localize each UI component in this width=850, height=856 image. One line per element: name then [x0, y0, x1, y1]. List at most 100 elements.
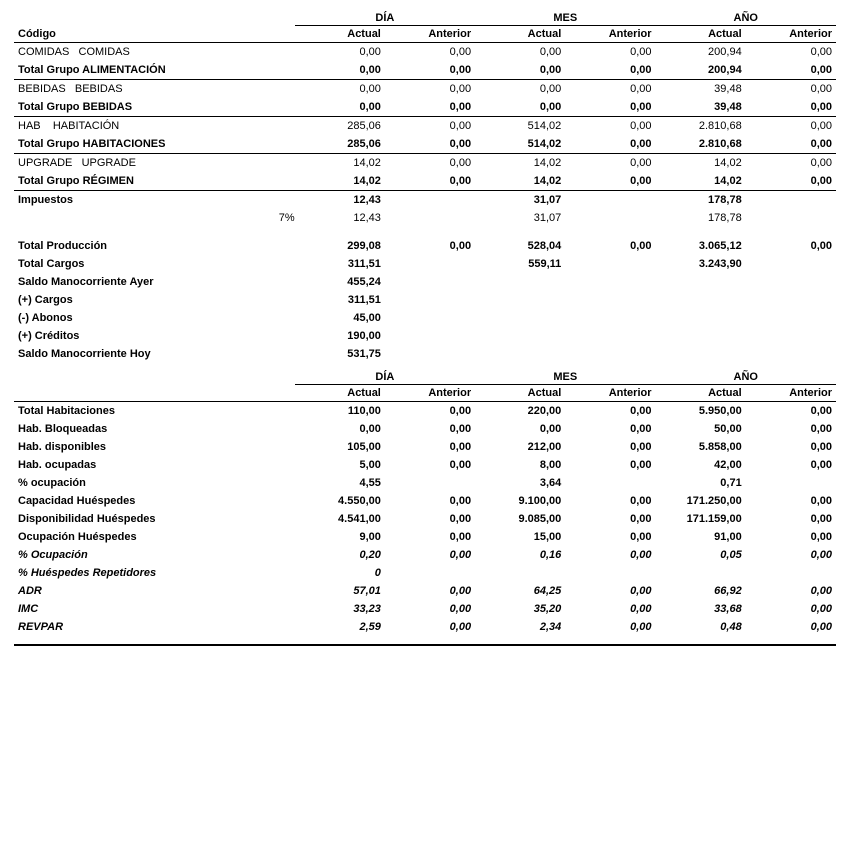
table-row: Total Grupo RÉGIMEN14,020,0014,020,0014,…	[14, 172, 836, 190]
row-label: Total Grupo RÉGIMEN	[14, 172, 295, 190]
header2-dia-anterior: Anterior	[385, 385, 475, 402]
header2-ano-actual: Actual	[656, 385, 746, 402]
table-row: Total Producción299,080,00528,040,003.06…	[14, 237, 836, 255]
row-label: Ocupación Huéspedes	[14, 528, 295, 546]
header2-ano: AÑO	[656, 369, 837, 385]
cell-value: 0,00	[385, 117, 475, 136]
cell-value: 0,00	[746, 172, 836, 190]
row-label: (+) Créditos	[14, 327, 295, 345]
row-label: BEBIDAS BEBIDAS	[14, 80, 295, 99]
table-row: Total Habitaciones110,000,00220,000,005.…	[14, 402, 836, 421]
header2-dia-actual: Actual	[295, 385, 385, 402]
row-label: (-) Abonos	[14, 309, 295, 327]
cell-value	[746, 291, 836, 309]
cell-value: 0,00	[746, 154, 836, 173]
table-row: 7%12,4331,07178,78	[14, 209, 836, 227]
cell-value: 311,51	[295, 291, 385, 309]
cell-value: 285,06	[295, 135, 385, 153]
table-row: Total Cargos311,51559,113.243,90	[14, 255, 836, 273]
cell-value: 14,02	[475, 154, 565, 173]
cell-value: 0,00	[565, 172, 655, 190]
spacer-row	[14, 227, 836, 237]
cell-value	[385, 255, 475, 273]
cell-value	[656, 291, 746, 309]
header2-mes-actual: Actual	[475, 385, 565, 402]
cell-value: 4.541,00	[295, 510, 385, 528]
row-label: COMIDAS COMIDAS	[14, 43, 295, 62]
cell-value: 31,07	[475, 191, 565, 210]
header-ano-actual: Actual	[656, 26, 746, 43]
cell-value: 0,00	[385, 43, 475, 62]
cell-value: 0,00	[746, 528, 836, 546]
cell-value	[475, 291, 565, 309]
cell-value: 220,00	[475, 402, 565, 421]
cell-value: 0,00	[746, 117, 836, 136]
cell-value	[746, 327, 836, 345]
cell-value: 0,00	[385, 456, 475, 474]
cell-value: 3.065,12	[656, 237, 746, 255]
cell-value: 0,00	[746, 135, 836, 153]
cell-value	[656, 273, 746, 291]
header-ano: AÑO	[656, 10, 837, 26]
row-label: Impuestos	[14, 191, 295, 210]
cell-value: 0,00	[565, 528, 655, 546]
table-row: UPGRADE UPGRADE14,020,0014,020,0014,020,…	[14, 154, 836, 173]
cell-value: 39,48	[656, 80, 746, 99]
cell-value: 0,48	[656, 618, 746, 636]
cell-value: 12,43	[295, 209, 385, 227]
row-label: 7%	[14, 209, 295, 227]
cell-value	[565, 291, 655, 309]
cell-value: 0,00	[385, 237, 475, 255]
cell-value: 212,00	[475, 438, 565, 456]
row-label: Capacidad Huéspedes	[14, 492, 295, 510]
table-row: Capacidad Huéspedes4.550,000,009.100,000…	[14, 492, 836, 510]
cell-value: 0,00	[746, 582, 836, 600]
cell-value: 31,07	[475, 209, 565, 227]
table-row: Hab. disponibles105,000,00212,000,005.85…	[14, 438, 836, 456]
cell-value	[565, 474, 655, 492]
cell-value: 0,00	[385, 402, 475, 421]
cell-value: 0,00	[746, 510, 836, 528]
cell-value: 0,00	[475, 80, 565, 99]
cell-value: 0,00	[295, 98, 385, 116]
cell-value	[475, 273, 565, 291]
cell-value: 0,00	[565, 546, 655, 564]
row-label: Disponibilidad Huéspedes	[14, 510, 295, 528]
cell-value: 0,00	[746, 618, 836, 636]
header-dia: DÍA	[295, 10, 475, 26]
cell-value: 0,00	[746, 492, 836, 510]
cell-value: 3,64	[475, 474, 565, 492]
cell-value	[746, 191, 836, 210]
cell-value	[656, 327, 746, 345]
table-row: Total Grupo HABITACIONES285,060,00514,02…	[14, 135, 836, 153]
row-label: Hab. ocupadas	[14, 456, 295, 474]
cell-value: 200,94	[656, 61, 746, 79]
cell-value: 0,00	[746, 237, 836, 255]
cell-value: 0,00	[746, 80, 836, 99]
table-row: HAB HABITACIÓN285,060,00514,020,002.810,…	[14, 117, 836, 136]
header-ano-anterior: Anterior	[746, 26, 836, 43]
row-label: ADR	[14, 582, 295, 600]
cell-value: 0,00	[385, 600, 475, 618]
table-row: REVPAR2,590,002,340,000,480,00	[14, 618, 836, 636]
table-row: Impuestos12,4331,07178,78	[14, 191, 836, 210]
table-row: % ocupación4,553,640,71	[14, 474, 836, 492]
cell-value	[565, 345, 655, 363]
cell-value: 0,00	[295, 43, 385, 62]
cell-value	[565, 327, 655, 345]
cell-value: 0,00	[565, 135, 655, 153]
cell-value: 12,43	[295, 191, 385, 210]
cell-value: 0,00	[746, 546, 836, 564]
cell-value: 14,02	[656, 154, 746, 173]
cell-value	[385, 291, 475, 309]
cell-value: 45,00	[295, 309, 385, 327]
cell-value: 0,71	[656, 474, 746, 492]
cell-value: 91,00	[656, 528, 746, 546]
cell-value: 0	[295, 564, 385, 582]
cell-value	[746, 273, 836, 291]
header-dia-actual: Actual	[295, 26, 385, 43]
cell-value: 0,00	[475, 61, 565, 79]
table-row: Total Grupo BEBIDAS0,000,000,000,0039,48…	[14, 98, 836, 116]
cell-value: 200,94	[656, 43, 746, 62]
cell-value: 110,00	[295, 402, 385, 421]
